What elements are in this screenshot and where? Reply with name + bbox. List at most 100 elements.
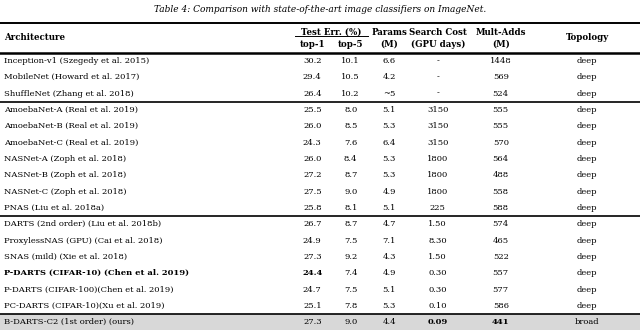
Text: 577: 577 (493, 286, 509, 294)
Text: 0.09: 0.09 (428, 318, 448, 326)
Text: 522: 522 (493, 253, 509, 261)
Text: 4.2: 4.2 (383, 73, 396, 81)
Text: deep: deep (577, 253, 598, 261)
Text: 8.1: 8.1 (344, 204, 357, 212)
Text: 5.1: 5.1 (383, 286, 396, 294)
Text: deep: deep (577, 106, 598, 114)
Text: ~5: ~5 (383, 90, 396, 98)
Text: 7.4: 7.4 (344, 269, 358, 277)
Text: 569: 569 (493, 73, 509, 81)
Text: 26.4: 26.4 (303, 90, 322, 98)
Text: 586: 586 (493, 302, 509, 310)
Text: 25.1: 25.1 (303, 302, 322, 310)
Text: 27.5: 27.5 (303, 188, 322, 196)
Text: 1800: 1800 (427, 155, 449, 163)
Text: 5.3: 5.3 (383, 122, 396, 130)
Text: (M): (M) (380, 40, 398, 49)
Text: Test Err. (%): Test Err. (%) (301, 27, 362, 37)
Text: 3150: 3150 (427, 122, 449, 130)
Text: Params: Params (371, 27, 407, 37)
Text: AmoebaNet-A (Real et al. 2019): AmoebaNet-A (Real et al. 2019) (4, 106, 138, 114)
Text: PNAS (Liu et al. 2018a): PNAS (Liu et al. 2018a) (4, 204, 104, 212)
Text: top-5: top-5 (338, 40, 364, 49)
Text: deep: deep (577, 220, 598, 228)
Text: (M): (M) (492, 40, 509, 49)
Text: (GPU days): (GPU days) (410, 40, 465, 49)
Text: deep: deep (577, 90, 598, 98)
Text: 488: 488 (493, 171, 509, 179)
Text: 26.0: 26.0 (303, 122, 321, 130)
Text: 0.10: 0.10 (429, 302, 447, 310)
Text: 5.3: 5.3 (383, 302, 396, 310)
Text: 7.6: 7.6 (344, 139, 357, 147)
Text: -: - (436, 90, 439, 98)
Text: deep: deep (577, 139, 598, 147)
Text: P-DARTS (CIFAR-10) (Chen et al. 2019): P-DARTS (CIFAR-10) (Chen et al. 2019) (4, 269, 189, 277)
Text: 5.3: 5.3 (383, 155, 396, 163)
Text: 8.5: 8.5 (344, 122, 357, 130)
Text: Topology: Topology (566, 33, 609, 43)
Text: 29.4: 29.4 (303, 73, 322, 81)
Text: 5.3: 5.3 (383, 171, 396, 179)
Text: 27.2: 27.2 (303, 171, 321, 179)
Text: NASNet-C (Zoph et al. 2018): NASNet-C (Zoph et al. 2018) (4, 188, 127, 196)
Text: 4.7: 4.7 (382, 220, 396, 228)
Text: broad: broad (575, 318, 600, 326)
Text: MobileNet (Howard et al. 2017): MobileNet (Howard et al. 2017) (4, 73, 140, 81)
Text: 0.30: 0.30 (429, 269, 447, 277)
Text: 555: 555 (493, 122, 509, 130)
Text: 26.7: 26.7 (303, 220, 321, 228)
Text: 4.4: 4.4 (382, 318, 396, 326)
Text: 10.2: 10.2 (342, 90, 360, 98)
Text: 1.50: 1.50 (428, 253, 447, 261)
Text: NASNet-A (Zoph et al. 2018): NASNet-A (Zoph et al. 2018) (4, 155, 127, 163)
Text: -: - (436, 73, 439, 81)
Text: 27.3: 27.3 (303, 318, 322, 326)
Text: 6.4: 6.4 (383, 139, 396, 147)
Text: 9.0: 9.0 (344, 318, 357, 326)
Text: deep: deep (577, 204, 598, 212)
Text: P-DARTS (CIFAR-100)(Chen et al. 2019): P-DARTS (CIFAR-100)(Chen et al. 2019) (4, 286, 174, 294)
Text: 24.3: 24.3 (303, 139, 322, 147)
Text: Mult-Adds: Mult-Adds (476, 27, 526, 37)
Text: deep: deep (577, 286, 598, 294)
Text: 8.0: 8.0 (344, 106, 357, 114)
Text: 1800: 1800 (427, 188, 449, 196)
Text: 5.1: 5.1 (383, 204, 396, 212)
Text: 7.5: 7.5 (344, 237, 357, 245)
Text: 26.0: 26.0 (303, 155, 321, 163)
Text: 574: 574 (493, 220, 509, 228)
Text: 27.3: 27.3 (303, 253, 322, 261)
Text: 3150: 3150 (427, 106, 449, 114)
Text: 1448: 1448 (490, 57, 511, 65)
Bar (0, 314, 640, 330)
Text: 25.5: 25.5 (303, 106, 322, 114)
Text: 4.9: 4.9 (382, 269, 396, 277)
Text: deep: deep (577, 302, 598, 310)
Text: deep: deep (577, 188, 598, 196)
Text: 9.2: 9.2 (344, 253, 357, 261)
Text: 10.5: 10.5 (341, 73, 360, 81)
Text: 555: 555 (493, 106, 509, 114)
Text: ProxylessNAS (GPU) (Cai et al. 2018): ProxylessNAS (GPU) (Cai et al. 2018) (4, 237, 163, 245)
Text: PC-DARTS (CIFAR-10)(Xu et al. 2019): PC-DARTS (CIFAR-10)(Xu et al. 2019) (4, 302, 165, 310)
Text: AmoebaNet-B (Real et al. 2019): AmoebaNet-B (Real et al. 2019) (4, 122, 139, 130)
Text: 557: 557 (493, 269, 509, 277)
Text: 558: 558 (493, 188, 509, 196)
Text: ShuffleNet (Zhang et al. 2018): ShuffleNet (Zhang et al. 2018) (4, 90, 134, 98)
Text: 6.6: 6.6 (383, 57, 396, 65)
Text: AmoebaNet-C (Real et al. 2019): AmoebaNet-C (Real et al. 2019) (4, 139, 139, 147)
Text: SNAS (mild) (Xie et al. 2018): SNAS (mild) (Xie et al. 2018) (4, 253, 127, 261)
Text: 7.1: 7.1 (383, 237, 396, 245)
Text: deep: deep (577, 57, 598, 65)
Text: 4.3: 4.3 (382, 253, 396, 261)
Text: 24.4: 24.4 (302, 269, 323, 277)
Text: 588: 588 (493, 204, 509, 212)
Text: NASNet-B (Zoph et al. 2018): NASNet-B (Zoph et al. 2018) (4, 171, 127, 179)
Text: Architecture: Architecture (4, 33, 65, 43)
Text: 9.0: 9.0 (344, 188, 357, 196)
Text: 5.1: 5.1 (383, 106, 396, 114)
Text: 564: 564 (493, 155, 509, 163)
Text: 24.9: 24.9 (303, 237, 322, 245)
Text: 0.30: 0.30 (429, 286, 447, 294)
